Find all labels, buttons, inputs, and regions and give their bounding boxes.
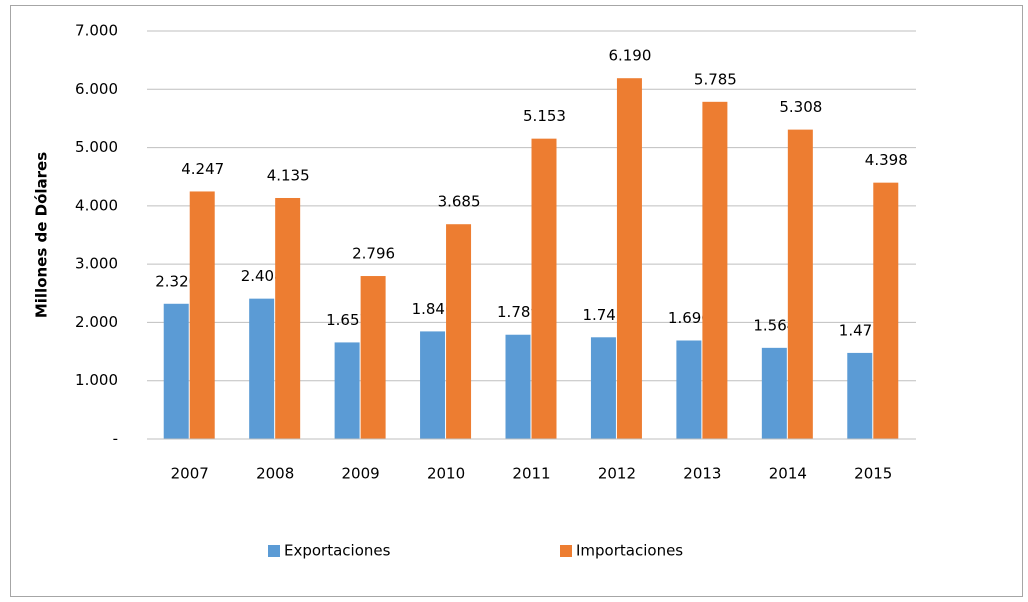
x-tick-label: 2012 [598,465,636,483]
legend-swatch [268,545,280,557]
data-label: 1.477 [839,321,882,339]
data-label: 1.690 [668,309,711,327]
y-tick-label: 2.000 [75,313,118,331]
bar [446,224,472,439]
x-tick-label: 2015 [854,465,892,483]
y-tick-label: 3.000 [75,255,118,273]
x-tick-label: 2007 [171,465,209,483]
data-label: 1.846 [412,300,455,318]
legend-swatch [560,545,572,557]
data-label: 4.135 [267,166,310,184]
bar [787,129,813,439]
bar [702,101,728,440]
bar [847,352,873,439]
y-tick-label: 7.000 [75,22,118,40]
data-label: 1.789 [497,303,540,321]
x-tick-label: 2009 [342,465,380,483]
x-tick-label: 2010 [427,465,465,483]
bar [873,182,899,439]
data-label: 5.785 [694,70,737,88]
data-label: 2.796 [352,245,395,263]
bar [761,347,787,439]
y-tick-label: 5.000 [75,138,118,156]
bar [531,138,557,439]
x-tick-label: 2008 [256,465,294,483]
bar [616,78,642,439]
x-tick-label: 2011 [512,465,550,483]
legend-label: Exportaciones [284,542,391,560]
data-label: 1.745 [582,306,625,324]
bar [420,331,446,439]
bar [676,340,702,439]
bar [590,337,616,439]
x-tick-label: 2013 [683,465,721,483]
y-tick-label: 4.000 [75,196,118,214]
data-label: 4.247 [181,160,224,178]
data-label: 5.308 [779,98,822,116]
data-label: 4.398 [865,151,908,169]
bar [275,197,301,439]
y-tick-label: 1.000 [75,371,118,389]
data-label: 3.685 [438,193,481,211]
chart-frame [10,5,1023,597]
data-label: 1.657 [326,311,369,329]
y-tick-label: 6.000 [75,80,118,98]
data-label: 2.408 [241,267,284,285]
bar [334,342,360,439]
bar [163,303,189,439]
bar [360,276,386,439]
x-tick-label: 2014 [769,465,807,483]
data-label: 6.190 [608,47,651,65]
data-label: 2.320 [155,272,198,290]
y-tick-label: - [113,430,118,448]
data-label: 5.153 [523,107,566,125]
bar [505,334,531,439]
data-label: 1.564 [753,316,796,334]
bar [249,298,275,439]
legend-label: Importaciones [576,542,683,560]
bar [189,191,215,439]
y-axis-title: Millones de Dólares [33,152,51,318]
